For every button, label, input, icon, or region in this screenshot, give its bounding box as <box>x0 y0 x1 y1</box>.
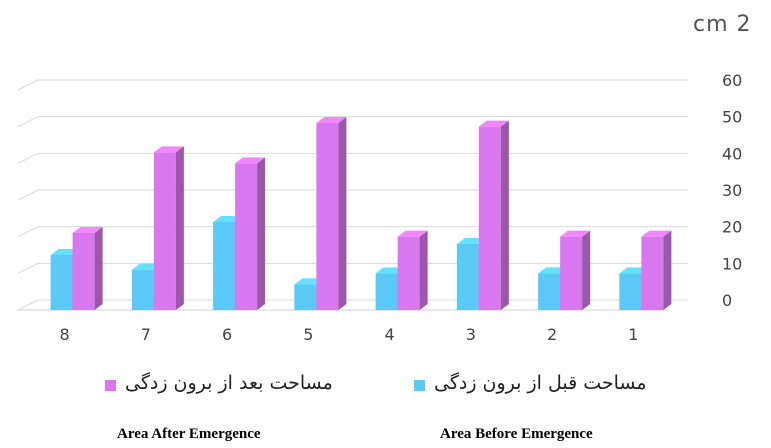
y-tick-label-60: 60 <box>722 71 742 90</box>
bar-after-4 <box>397 230 428 310</box>
y-tick-label-50: 50 <box>722 108 742 127</box>
x-tick-label-5: 5 <box>303 325 313 344</box>
bar-after-7 <box>153 146 184 310</box>
legend-swatch-after <box>105 380 116 391</box>
legend-swatch-before <box>414 380 425 391</box>
gridline-depth-20 <box>17 226 39 238</box>
x-tick-label-3: 3 <box>466 325 476 344</box>
gridline-depth-10 <box>17 262 39 274</box>
gridline-depth-60 <box>17 79 39 91</box>
x-tick-label-8: 8 <box>60 325 70 344</box>
y-tick-label-40: 40 <box>722 144 742 163</box>
gridline-depth-30 <box>17 189 39 201</box>
x-tick-label-4: 4 <box>385 325 395 344</box>
bar-after-6 <box>235 157 266 310</box>
legend-label-after-en: Area After Emergence <box>117 426 261 442</box>
x-tick-label-7: 7 <box>141 325 151 344</box>
x-tick-label-1: 1 <box>628 325 638 344</box>
y-tick-label-0: 0 <box>722 291 732 310</box>
gridline-depth-40 <box>17 152 39 164</box>
y-tick-label-20: 20 <box>722 218 742 237</box>
y-tick-label-30: 30 <box>722 181 742 200</box>
legend-label-before-en: Area Before Emergence <box>440 426 593 442</box>
bar-after-8 <box>72 227 103 310</box>
bar-after-2 <box>560 230 591 310</box>
legend-label-before-fa: مساحت قبل از برون زدگی <box>434 372 647 394</box>
legend-label-after-fa: مساحت بعد از برون زدگی <box>125 372 333 394</box>
y-tick-label-10: 10 <box>722 254 742 273</box>
x-tick-label-6: 6 <box>222 325 232 344</box>
x-tick-label-2: 2 <box>547 325 557 344</box>
gridline-depth-50 <box>17 116 39 128</box>
bar-after-3 <box>478 120 509 311</box>
bar-after-1 <box>641 230 672 310</box>
gridline-depth-0 <box>17 299 39 311</box>
bar-after-5 <box>316 117 347 310</box>
y-axis-unit-label: cm 2 <box>693 12 752 37</box>
